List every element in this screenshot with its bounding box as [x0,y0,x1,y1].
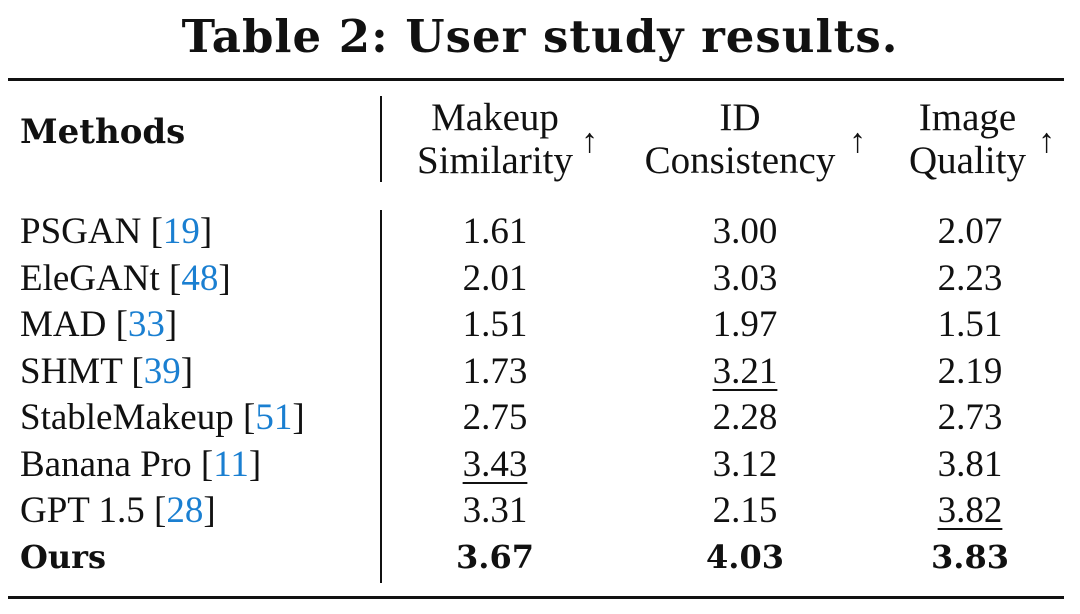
id-value: 4.03 [706,538,784,576]
makeup-value: 3.67 [456,538,534,576]
method-cell: Banana Pro [11] [20,444,262,485]
table-row: MAD [33] 1.51 1.97 1.51 [0,303,1080,349]
method-cell: StableMakeup [51] [20,397,305,438]
method-cell: GPT 1.5 [28] [20,490,216,531]
table-row: GPT 1.5 [28] 3.31 2.15 3.82 [0,489,1080,535]
header-id-line1: ID [719,96,761,139]
id-value: 1.97 [712,304,778,345]
quality-value: 1.51 [937,304,1003,345]
makeup-value: 1.51 [462,304,528,345]
method-name: EleGANt [20,258,160,299]
makeup-value: 2.75 [462,397,528,438]
id-value: 2.15 [712,490,778,531]
method-name: GPT 1.5 [20,490,145,531]
makeup-value: 3.31 [462,490,528,531]
quality-value: 2.73 [937,397,1003,438]
body-divider [380,210,382,583]
id-value: 3.00 [712,211,778,252]
table-row: PSGAN [19] 1.61 3.00 2.07 [0,210,1080,256]
table-row-ours: Ours 3.67 4.03 3.83 [0,538,1080,584]
quality-value: 3.81 [937,444,1003,485]
citation-link[interactable]: 28 [166,490,204,531]
quality-value: 2.07 [937,211,1003,252]
header-makeup-line2: Similarity [417,139,573,182]
up-arrow-icon: ↑ [1038,123,1055,160]
method-name: PSGAN [20,211,142,252]
top-rule [8,78,1064,81]
header-image-quality: Image Quality ↑ [880,96,1055,182]
bottom-rule [8,596,1064,599]
header-image-line2: Quality [909,139,1026,182]
up-arrow-icon: ↑ [581,123,598,160]
citation-link[interactable]: 48 [181,258,219,299]
makeup-value: 1.61 [462,211,528,252]
header-id-consistency: ID Consistency ↑ [615,96,866,182]
citation-link[interactable]: 19 [162,211,200,252]
id-value: 2.28 [712,397,778,438]
method-name: StableMakeup [20,397,234,438]
quality-value-underlined: 3.82 [937,490,1003,531]
id-value: 3.03 [712,258,778,299]
method-cell: EleGANt [48] [20,258,231,299]
method-name: SHMT [20,351,123,392]
table-row: EleGANt [48] 2.01 3.03 2.23 [0,257,1080,303]
table-row: StableMakeup [51] 2.75 2.28 2.73 [0,396,1080,442]
quality-value: 2.23 [937,258,1003,299]
table-row: Banana Pro [11] 3.43 3.12 3.81 [0,443,1080,489]
citation-link[interactable]: 33 [127,304,165,345]
quality-value: 3.83 [931,538,1009,576]
makeup-value: 1.73 [462,351,528,392]
header-divider [380,96,382,182]
id-value: 3.12 [712,444,778,485]
method-cell: SHMT [39] [20,351,194,392]
quality-value: 2.19 [937,351,1003,392]
method-cell: MAD [33] [20,304,178,345]
makeup-value-underlined: 3.43 [462,444,528,485]
header-image-line1: Image [918,96,1017,139]
header-makeup-line1: Makeup [431,96,559,139]
id-value-underlined: 3.21 [712,351,778,392]
citation-link[interactable]: 11 [213,444,249,485]
header-id-line2: Consistency [644,139,836,182]
header-methods: Methods [20,112,186,152]
method-name: Banana Pro [20,444,192,485]
citation-link[interactable]: 39 [143,351,181,392]
citation-link[interactable]: 51 [255,397,293,438]
header-makeup-similarity: Makeup Similarity ↑ [385,96,605,182]
table-caption: Table 2: User study results. [181,10,899,63]
method-cell: PSGAN [19] [20,211,213,252]
table-row: SHMT [39] 1.73 3.21 2.19 [0,350,1080,396]
up-arrow-icon: ↑ [849,123,866,160]
makeup-value: 2.01 [462,258,528,299]
method-name: Ours [20,538,107,576]
method-name: MAD [20,304,107,345]
